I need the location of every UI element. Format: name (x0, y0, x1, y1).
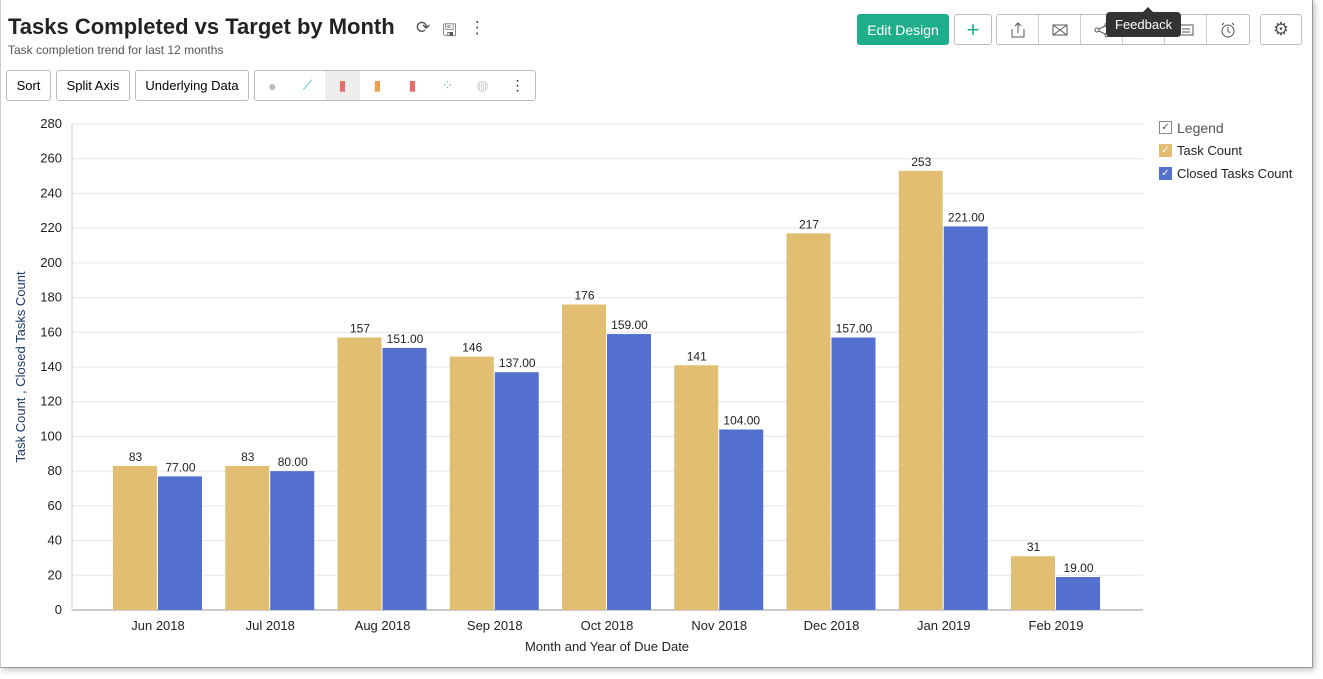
data-label: 146 (462, 341, 482, 355)
bar-chart: 0 20 40 60 80 100 120 140 160 180 200 220 240 260 280 8… (13, 116, 1143, 654)
bar-closed-tasks[interactable] (607, 334, 651, 610)
bar-closed-tasks[interactable] (270, 471, 315, 610)
split-axis-button[interactable]: Split Axis (56, 70, 130, 101)
y-tick-label: 280 (40, 116, 62, 131)
combo-chart-icon[interactable]: ▮ (408, 77, 417, 93)
bar-task-count[interactable] (1011, 556, 1055, 610)
underlying-data-button[interactable]: Underlying Data (135, 70, 249, 101)
bar-task-count[interactable] (449, 356, 494, 610)
y-tick-label: 240 (40, 185, 62, 200)
legend-item-task-count[interactable]: ✓ Task Count (1159, 139, 1292, 162)
y-tick-label: 200 (40, 255, 62, 270)
bar-closed-tasks[interactable] (943, 226, 988, 610)
export-icon[interactable] (997, 15, 1039, 44)
bar-closed-tasks[interactable] (719, 429, 764, 610)
y-tick-label: 80 (48, 463, 62, 478)
bar-closed-tasks[interactable] (1056, 577, 1100, 610)
data-label: 217 (799, 217, 819, 231)
data-label: 157.00 (836, 321, 873, 335)
y-tick-label: 220 (40, 220, 62, 235)
add-icon[interactable]: + (954, 14, 992, 45)
legend: ✓ Legend ✓ Task Count ✓ Closed Tasks Count (1159, 116, 1292, 185)
legend-toggle[interactable]: ✓ Legend (1159, 116, 1292, 139)
legend-title: Legend (1177, 119, 1224, 136)
bar-closed-tasks[interactable] (382, 347, 427, 610)
y-tick-label: 160 (40, 324, 62, 339)
data-label: 80.00 (278, 455, 308, 469)
line-chart-icon[interactable]: ⟋ (302, 77, 313, 93)
stacked-bar-icon[interactable]: ▮ (373, 77, 382, 93)
bar-task-count[interactable] (898, 170, 943, 610)
bar-chart-icon[interactable]: ▮ (325, 71, 360, 100)
chart-window (0, 0, 1313, 668)
y-tick-label: 140 (40, 359, 62, 374)
data-label: 176 (574, 289, 594, 303)
x-tick-label: Jun 2018 (131, 618, 185, 633)
bar-task-count[interactable] (225, 465, 270, 610)
bar-task-count[interactable] (674, 365, 719, 610)
refresh-icon[interactable]: ⟳ (416, 18, 431, 37)
scatter-chart-icon[interactable]: ⁘ (441, 77, 454, 93)
alarm-icon[interactable] (1207, 15, 1249, 44)
sort-button[interactable]: Sort (6, 70, 51, 101)
y-tick-label: 60 (48, 498, 62, 513)
legend-label: Task Count (1177, 143, 1243, 158)
save-icon[interactable]: 🖫 (442, 21, 457, 40)
y-axis-title: Task Count , Closed Tasks Count (13, 271, 28, 463)
data-label: 83 (129, 450, 143, 464)
data-label: 83 (241, 450, 255, 464)
data-label: 151.00 (387, 332, 424, 346)
y-tick-label: 20 (48, 567, 62, 582)
data-label: 221.00 (948, 210, 985, 224)
settings-icon[interactable]: ⚙ (1260, 14, 1302, 45)
data-label: 159.00 (611, 318, 648, 332)
y-tick-label: 120 (40, 394, 62, 409)
x-tick-label: Oct 2018 (581, 618, 634, 633)
data-label: 141 (687, 349, 707, 363)
page-subtitle: Task completion trend for last 12 months (8, 43, 224, 57)
data-label: 157 (350, 321, 370, 335)
data-label: 253 (911, 155, 931, 169)
x-tick-label: Dec 2018 (804, 618, 860, 633)
more-options-icon[interactable]: ⋮ (468, 18, 486, 37)
y-tick-label: 0 (55, 602, 62, 617)
x-tick-label: Jan 2019 (917, 618, 971, 633)
data-label: 19.00 (1063, 561, 1093, 575)
y-tick-label: 260 (40, 151, 62, 166)
data-label: 137.00 (499, 356, 536, 370)
bar-task-count[interactable] (113, 465, 157, 610)
email-icon[interactable] (1039, 15, 1081, 44)
more-chart-types-icon[interactable]: ⋮ (510, 77, 525, 93)
x-tick-label: Sep 2018 (467, 618, 523, 633)
x-tick-label: Feb 2019 (1029, 618, 1084, 633)
legend-label: Closed Tasks Count (1177, 166, 1293, 181)
x-tick-label: Aug 2018 (355, 618, 411, 633)
data-label: 104.00 (723, 413, 760, 427)
bar-closed-tasks[interactable] (494, 372, 539, 610)
map-chart-icon[interactable]: ◍ (476, 77, 489, 93)
x-tick-label: Nov 2018 (691, 618, 747, 633)
data-label: 31 (1027, 540, 1041, 554)
bar-closed-tasks[interactable] (831, 337, 876, 610)
x-axis-title: Month and Year of Due Date (525, 639, 689, 654)
bar-closed-tasks[interactable] (158, 476, 202, 610)
page-title: Tasks Completed vs Target by Month (8, 14, 395, 39)
edit-design-button[interactable]: Edit Design (857, 14, 949, 45)
bar-task-count[interactable] (337, 337, 382, 610)
feedback-tooltip: Feedback (1106, 7, 1182, 37)
y-tick-label: 100 (40, 428, 62, 443)
y-tick-label: 40 (48, 533, 62, 548)
bar-task-count[interactable] (562, 304, 606, 610)
data-label: 77.00 (165, 460, 195, 474)
x-tick-label: Jul 2018 (246, 618, 295, 633)
pie-chart-icon[interactable]: ● (268, 77, 277, 94)
bar-task-count[interactable] (786, 233, 831, 610)
y-tick-label: 180 (40, 290, 62, 305)
legend-item-closed-tasks[interactable]: ✓ Closed Tasks Count (1159, 162, 1292, 185)
